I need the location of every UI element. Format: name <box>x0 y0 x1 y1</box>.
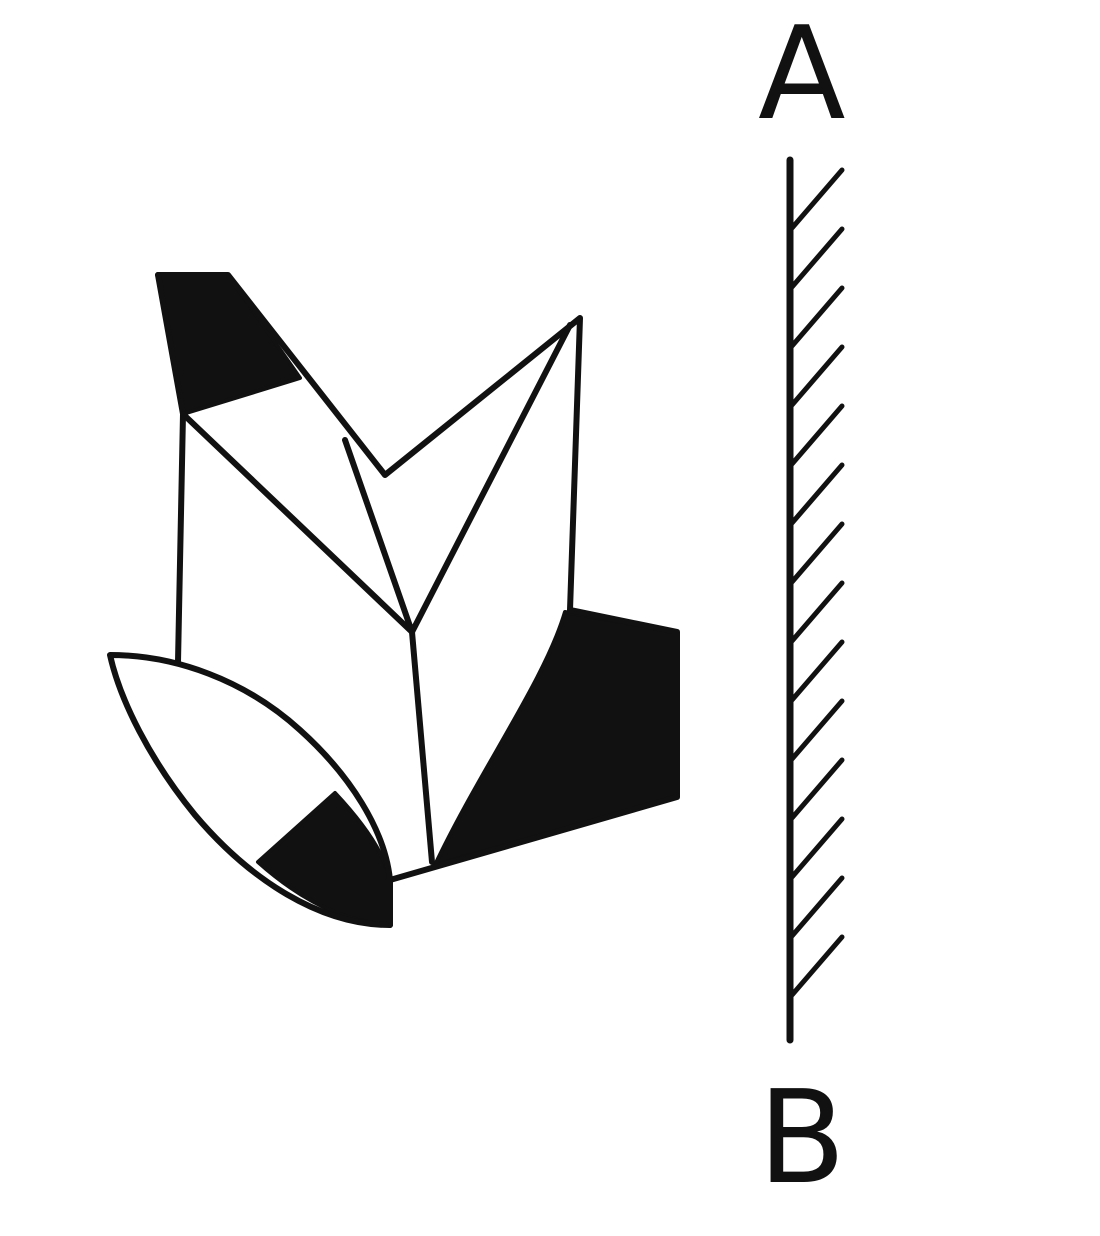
hatch-mark <box>789 875 845 939</box>
hatch-mark <box>789 226 845 290</box>
hatch-mark <box>789 285 845 349</box>
hatch-mark <box>789 698 845 762</box>
object-figure <box>107 272 680 928</box>
hatch-mark <box>789 462 845 526</box>
hatch-mark <box>789 344 845 408</box>
hatch-mark <box>789 816 845 880</box>
hatch-mark <box>789 639 845 703</box>
hatch-mark <box>789 167 845 231</box>
hatch-mark <box>789 934 845 998</box>
mirror: A B <box>758 0 846 1213</box>
left-panel-outline <box>155 272 680 928</box>
hatch-mark <box>789 403 845 467</box>
hatch-mark <box>789 580 845 644</box>
label-b: B <box>758 1064 846 1213</box>
left-leaf-outline <box>107 652 393 928</box>
label-a: A <box>758 0 846 149</box>
center-petal <box>342 322 573 635</box>
mirror-hatching <box>789 167 845 998</box>
diagonal-crease <box>180 411 415 635</box>
center-stem <box>409 629 435 865</box>
shaded-right-region <box>433 610 679 867</box>
hatch-mark <box>789 521 845 585</box>
hatch-mark <box>789 757 845 821</box>
